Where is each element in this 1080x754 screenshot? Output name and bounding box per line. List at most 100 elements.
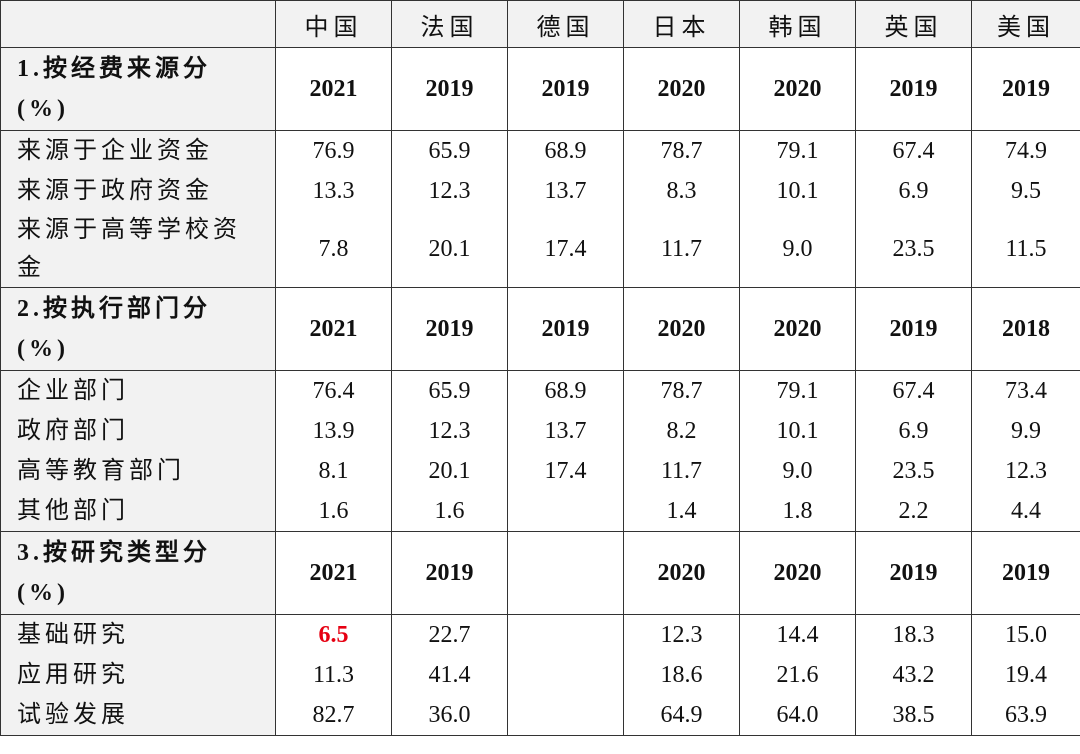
value-cell: 79.1 [739, 130, 856, 171]
column-header: 日本 [623, 0, 740, 48]
value-cell: 11.3 [275, 655, 392, 695]
value-cell: 20.1 [391, 211, 508, 288]
row-label: 政府部门 [0, 411, 276, 451]
year-cell: 2019 [971, 47, 1080, 131]
data-row: 来源于高等学校资金 7.8 20.1 17.4 11.7 9.0 23.5 11.5 [0, 211, 1080, 288]
year-cell: 2021 [275, 287, 392, 371]
header-row: 中国 法国 德国 日本 韩国 英国 美国 [0, 0, 1080, 48]
value-cell: 76.4 [275, 370, 392, 411]
value-cell: 64.0 [739, 695, 856, 736]
year-cell: 2019 [391, 531, 508, 615]
value-cell: 12.3 [971, 451, 1080, 491]
value-cell: 18.3 [855, 614, 972, 655]
value-cell [507, 491, 624, 532]
value-cell: 79.1 [739, 370, 856, 411]
value-cell: 13.7 [507, 171, 624, 211]
column-header: 韩国 [739, 0, 856, 48]
section-title-line: (%) [17, 580, 69, 606]
section-title: 3.按研究类型分 (%) [0, 531, 276, 615]
data-row: 来源于政府资金 13.3 12.3 13.7 8.3 10.1 6.9 9.5 [0, 171, 1080, 211]
row-label: 试验发展 [0, 695, 276, 736]
value-cell [507, 655, 624, 695]
value-cell: 23.5 [855, 211, 972, 288]
value-cell: 9.9 [971, 411, 1080, 451]
value-cell: 43.2 [855, 655, 972, 695]
section-title-line: 1.按经费来源分 [17, 56, 211, 82]
data-row: 企业部门 76.4 65.9 68.9 78.7 79.1 67.4 73.4 [0, 370, 1080, 411]
section-title-line: 2.按执行部门分 [17, 296, 211, 322]
value-cell: 13.3 [275, 171, 392, 211]
section-row: 1.按经费来源分 (%) 2021 2019 2019 2020 2020 2019 2019 [0, 47, 1080, 131]
data-row: 其他部门 1.6 1.6 1.4 1.8 2.2 4.4 [0, 491, 1080, 532]
section-row: 2.按执行部门分 (%) 2021 2019 2019 2020 2020 2019 2018 [0, 287, 1080, 371]
value-cell: 20.1 [391, 451, 508, 491]
value-cell [507, 695, 624, 736]
year-cell: 2019 [391, 47, 508, 131]
row-label: 来源于企业资金 [0, 130, 276, 171]
value-cell: 17.4 [507, 211, 624, 288]
value-cell: 21.6 [739, 655, 856, 695]
year-cell [507, 531, 624, 615]
year-cell: 2021 [275, 531, 392, 615]
data-row: 基础研究 6.5 22.7 12.3 14.4 18.3 15.0 [0, 614, 1080, 655]
year-cell: 2019 [391, 287, 508, 371]
value-cell: 9.0 [739, 211, 856, 288]
value-cell: 9.0 [739, 451, 856, 491]
value-cell: 11.7 [623, 451, 740, 491]
value-cell: 6.9 [855, 411, 972, 451]
year-cell: 2019 [855, 287, 972, 371]
column-header: 美国 [971, 0, 1080, 48]
corner-cell [0, 0, 276, 48]
value-cell: 7.8 [275, 211, 392, 288]
value-cell: 12.3 [391, 171, 508, 211]
value-cell: 1.6 [275, 491, 392, 532]
section-title-line: (%) [17, 336, 69, 362]
value-cell: 68.9 [507, 130, 624, 171]
value-cell [507, 614, 624, 655]
column-header: 德国 [507, 0, 624, 48]
data-table: 中国 法国 德国 日本 韩国 英国 美国 1.按经费来源分 (%) 2021 2019 2019 202… [0, 0, 1080, 736]
data-row: 高等教育部门 8.1 20.1 17.4 11.7 9.0 23.5 12.3 [0, 451, 1080, 491]
value-cell: 67.4 [855, 130, 972, 171]
column-header: 中国 [275, 0, 392, 48]
value-cell: 8.2 [623, 411, 740, 451]
section-row: 3.按研究类型分 (%) 2021 2019 2020 2020 2019 2019 [0, 531, 1080, 615]
value-cell: 76.9 [275, 130, 392, 171]
section-title: 2.按执行部门分 (%) [0, 287, 276, 371]
row-label: 来源于高等学校资金 [0, 211, 276, 288]
value-cell: 18.6 [623, 655, 740, 695]
value-cell: 11.5 [971, 211, 1080, 288]
value-cell: 78.7 [623, 370, 740, 411]
value-cell: 2.2 [855, 491, 972, 532]
data-row: 来源于企业资金 76.9 65.9 68.9 78.7 79.1 67.4 74.9 [0, 130, 1080, 171]
value-cell: 17.4 [507, 451, 624, 491]
value-cell: 4.4 [971, 491, 1080, 532]
year-cell: 2019 [855, 47, 972, 131]
value-cell: 36.0 [391, 695, 508, 736]
column-header: 法国 [391, 0, 508, 48]
value-cell: 65.9 [391, 370, 508, 411]
value-cell: 13.7 [507, 411, 624, 451]
data-row: 试验发展 82.7 36.0 64.9 64.0 38.5 63.9 [0, 695, 1080, 736]
year-cell: 2019 [507, 287, 624, 371]
value-cell: 73.4 [971, 370, 1080, 411]
year-cell: 2020 [739, 47, 856, 131]
row-label: 其他部门 [0, 491, 276, 532]
value-cell: 67.4 [855, 370, 972, 411]
value-cell: 38.5 [855, 695, 972, 736]
year-cell: 2019 [507, 47, 624, 131]
value-cell: 82.7 [275, 695, 392, 736]
row-label: 基础研究 [0, 614, 276, 655]
value-cell: 12.3 [391, 411, 508, 451]
year-cell: 2019 [971, 531, 1080, 615]
value-cell: 1.4 [623, 491, 740, 532]
value-cell: 65.9 [391, 130, 508, 171]
value-cell: 10.1 [739, 171, 856, 211]
value-cell: 64.9 [623, 695, 740, 736]
year-cell: 2018 [971, 287, 1080, 371]
year-cell: 2020 [739, 531, 856, 615]
column-header: 英国 [855, 0, 972, 48]
year-cell: 2020 [739, 287, 856, 371]
value-cell: 23.5 [855, 451, 972, 491]
value-cell: 12.3 [623, 614, 740, 655]
